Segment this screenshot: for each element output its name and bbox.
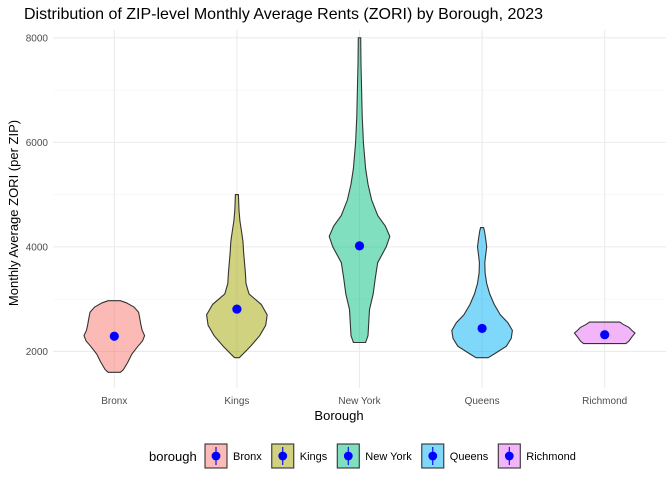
legend-key-point bbox=[504, 451, 514, 461]
legend-key-point bbox=[343, 451, 353, 461]
y-tick-label: 2000 bbox=[26, 347, 49, 358]
legend-label: Bronx bbox=[233, 451, 262, 463]
mean-point-kings bbox=[232, 304, 242, 314]
legend-title: borough bbox=[149, 449, 197, 464]
x-tick-label: Kings bbox=[224, 396, 249, 407]
legend-key-point bbox=[278, 451, 288, 461]
legend-label: Richmond bbox=[526, 451, 576, 463]
mean-point-bronx bbox=[109, 331, 119, 341]
y-tick-label: 6000 bbox=[26, 138, 49, 149]
violin-queens bbox=[451, 227, 513, 359]
legend-label: New York bbox=[365, 451, 412, 463]
legend-label: Queens bbox=[450, 451, 489, 463]
legend: borough Bronx Kings New York Queens Richmond bbox=[149, 443, 576, 469]
legend-key-point bbox=[428, 451, 438, 461]
legend-item-kings: Kings bbox=[271, 443, 328, 469]
x-tick-label: New York bbox=[338, 396, 381, 407]
plot-area: 2000 4000 6000 8000 Bronx Kings New York Queens… bbox=[26, 30, 666, 407]
mean-point-richmond bbox=[600, 330, 610, 340]
x-tick-label: Bronx bbox=[101, 396, 127, 407]
violin-kings bbox=[206, 194, 268, 359]
mean-point-new-york bbox=[354, 241, 365, 251]
legend-item-richmond: Richmond bbox=[497, 443, 576, 469]
x-tick-label: Queens bbox=[465, 396, 500, 407]
legend-item-bronx: Bronx bbox=[204, 443, 262, 469]
legend-item-new-york: New York bbox=[336, 443, 412, 469]
x-axis-title: Borough bbox=[314, 408, 363, 423]
legend-label: Kings bbox=[300, 451, 328, 463]
x-tick-label: Richmond bbox=[582, 396, 627, 407]
y-axis-title: Monthly Average ZORI (per ZIP) bbox=[6, 120, 21, 306]
legend-key-point bbox=[211, 451, 221, 461]
y-tick-label: 8000 bbox=[26, 33, 49, 44]
legend-item-queens: Queens bbox=[421, 443, 489, 469]
y-tick-label: 4000 bbox=[26, 242, 49, 253]
chart-title: Distribution of ZIP-level Monthly Averag… bbox=[24, 6, 543, 23]
violin-new-york bbox=[328, 37, 391, 344]
mean-point-queens bbox=[477, 323, 487, 334]
